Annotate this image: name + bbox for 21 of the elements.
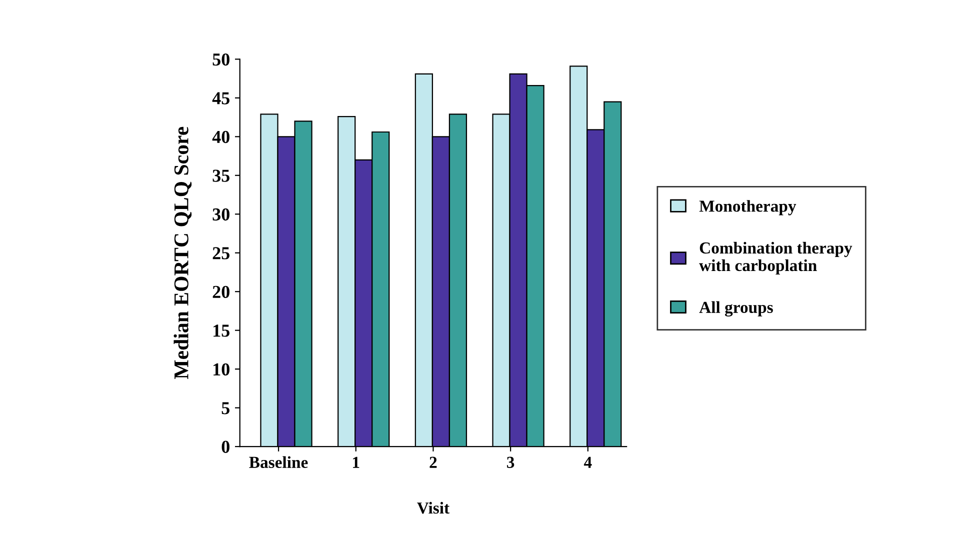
x-tick-label: 1 — [353, 456, 360, 468]
y-tick-label: 40 — [212, 130, 230, 144]
y-tick-label: 50 — [212, 53, 230, 66]
y-tick-label: 35 — [212, 170, 230, 182]
x-axis-title: Visit — [417, 502, 450, 514]
y-tick-label: 20 — [212, 286, 230, 298]
x-tick-label: 3 — [507, 456, 514, 468]
x-tick-label: 2 — [430, 456, 437, 468]
y-tick-label: 10 — [214, 363, 230, 376]
legend-label: Monotherapy — [699, 200, 796, 216]
y-tick-label: 0 — [222, 440, 230, 453]
y-tick-label: 15 — [214, 324, 230, 337]
legend-label: All groups — [699, 301, 773, 317]
y-axis-title: Median EORTC QLQ Score — [174, 126, 192, 379]
x-tick-label: 4 — [584, 456, 592, 468]
y-tick-label: 25 — [212, 247, 230, 260]
x-tick-label: Baseline — [249, 456, 308, 468]
y-tick-label: 45 — [212, 92, 230, 104]
y-tick-label: 30 — [212, 208, 230, 221]
legend-label: Combination therapy with carboplatin — [699, 242, 852, 274]
y-tick-label: 5 — [222, 402, 230, 414]
